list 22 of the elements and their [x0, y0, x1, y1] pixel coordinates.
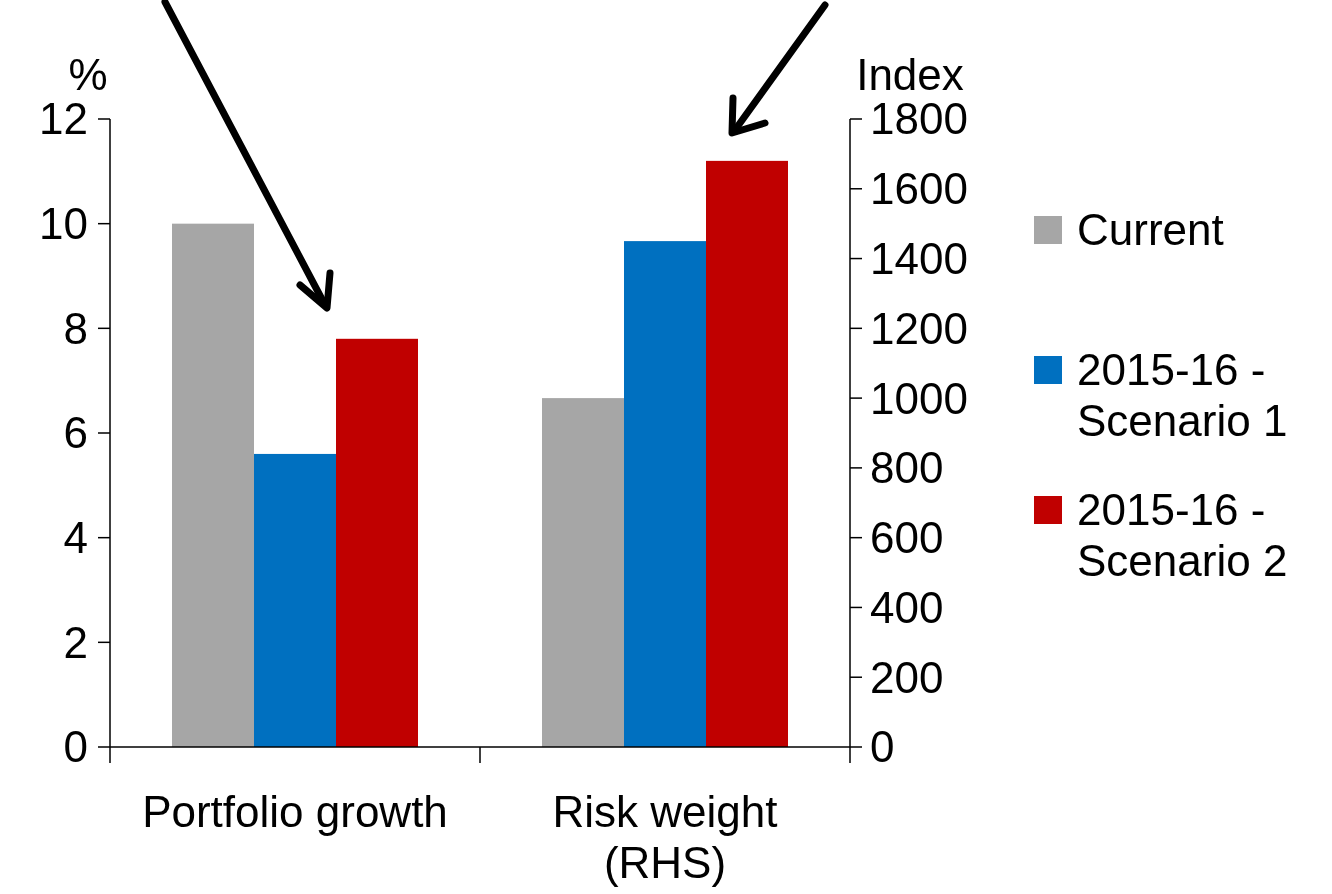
y2-tick-label: 0: [870, 722, 895, 772]
y2-tick-label: 1600: [870, 164, 968, 214]
y-tick-label: 4: [63, 513, 88, 563]
x-tick-label: Portfolio growth: [142, 787, 448, 836]
y-tick-label: 2: [63, 617, 88, 667]
y2-tick-label: 1400: [870, 233, 968, 283]
bar: [336, 338, 418, 747]
legend-label: Current: [1077, 205, 1224, 255]
x-tick-label: Risk weight (RHS): [552, 787, 778, 887]
y-tick-label: 6: [63, 408, 88, 458]
legend-label: 2015-16 - Scenario 1: [1077, 345, 1288, 445]
y2-tick-label: 400: [870, 582, 944, 632]
y2-tick-label: 1000: [870, 373, 968, 423]
y-tick-label: 0: [63, 722, 88, 772]
y2-tick-label: 600: [870, 513, 944, 563]
y2-tick-label: 200: [870, 652, 944, 702]
y-tick-label: 10: [39, 199, 88, 249]
legend-label: 2015-16 - Scenario 2: [1077, 485, 1288, 585]
y-tick-label: 8: [63, 303, 88, 353]
y2-tick-label: 800: [870, 443, 944, 493]
y2-tick-label: 1200: [870, 303, 968, 353]
bar: [254, 453, 336, 747]
